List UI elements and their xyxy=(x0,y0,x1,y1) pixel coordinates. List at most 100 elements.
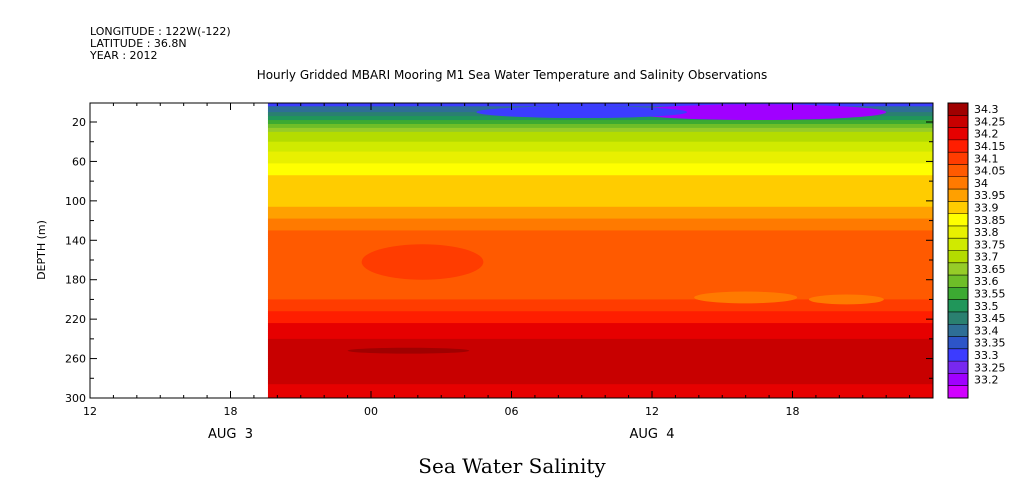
colorbar-swatch xyxy=(948,139,968,153)
x-tick-label: 00 xyxy=(364,405,378,418)
salinity-band xyxy=(267,334,933,338)
chart-title: Hourly Gridded MBARI Mooring M1 Sea Wate… xyxy=(256,68,768,82)
longitude-label: LONGITUDE : 122W(-122) xyxy=(90,25,231,38)
y-tick-label: 220 xyxy=(65,313,86,326)
salinity-band xyxy=(267,332,933,336)
salinity-band xyxy=(267,380,933,383)
salinity-band xyxy=(267,122,933,125)
colorbar-label: 34.15 xyxy=(974,140,1006,153)
salinity-band xyxy=(267,187,933,190)
salinity-band xyxy=(267,321,933,324)
salinity-band xyxy=(267,338,933,342)
salinity-band xyxy=(267,364,933,367)
salinity-band xyxy=(267,275,933,279)
colorbar-swatch xyxy=(948,201,968,214)
salinity-band xyxy=(267,189,933,192)
salinity-band xyxy=(267,356,933,360)
salinity-band xyxy=(267,311,933,314)
salinity-band xyxy=(267,206,933,210)
salinity-feature xyxy=(808,294,884,305)
colorbar-label: 33.75 xyxy=(974,238,1006,251)
salinity-band xyxy=(267,120,933,123)
salinity-band xyxy=(267,123,933,127)
salinity-band xyxy=(267,319,933,322)
colorbar-label: 34 xyxy=(974,177,988,190)
salinity-band xyxy=(267,165,933,168)
colorbar-swatch xyxy=(948,164,968,178)
salinity-band xyxy=(267,297,933,300)
colorbar-swatch xyxy=(948,324,968,337)
colorbar-label: 33.65 xyxy=(974,263,1006,276)
salinity-band xyxy=(267,185,933,188)
salinity-band xyxy=(267,358,933,362)
salinity-band xyxy=(267,350,933,354)
salinity-band xyxy=(267,145,933,149)
salinity-band xyxy=(267,194,933,198)
x-tick-label: 12 xyxy=(645,405,659,418)
colorbar-swatch xyxy=(948,311,968,325)
salinity-band xyxy=(267,103,933,107)
y-tick-label: 180 xyxy=(65,274,86,287)
salinity-band xyxy=(267,238,933,241)
colorbar-swatch xyxy=(948,262,968,276)
salinity-band xyxy=(267,240,933,243)
salinity-band xyxy=(267,289,933,293)
colorbar-swatch xyxy=(948,348,968,362)
salinity-band xyxy=(267,386,933,389)
colorbar-label: 34.05 xyxy=(974,165,1006,178)
x-tick-label: 18 xyxy=(224,405,238,418)
salinity-band xyxy=(267,258,933,261)
salinity-band xyxy=(267,161,933,164)
colorbar-swatch xyxy=(948,189,968,202)
colorbar-label: 33.55 xyxy=(974,288,1006,301)
salinity-band xyxy=(267,317,933,320)
salinity-band xyxy=(267,135,933,139)
salinity-band xyxy=(267,125,933,129)
salinity-band xyxy=(267,218,933,222)
salinity-band xyxy=(267,346,933,350)
salinity-band xyxy=(267,220,933,224)
salinity-band xyxy=(267,287,933,291)
colorbar-swatch xyxy=(948,275,968,288)
colorbar-label: 34.25 xyxy=(974,115,1006,128)
date-label: AUG 4 xyxy=(629,427,674,442)
colorbar-swatch xyxy=(948,336,968,350)
salinity-band xyxy=(267,169,933,172)
salinity-band xyxy=(267,285,933,289)
colorbar-swatch xyxy=(948,287,968,300)
salinity-band xyxy=(267,216,933,220)
salinity-band xyxy=(267,336,933,340)
salinity-band xyxy=(267,196,933,200)
salinity-band xyxy=(267,159,933,162)
salinity-band xyxy=(267,279,933,283)
salinity-band xyxy=(267,151,933,155)
salinity-band xyxy=(267,179,933,182)
salinity-band xyxy=(267,327,933,330)
salinity-band xyxy=(267,153,933,157)
salinity-band xyxy=(267,244,933,247)
date-label: AUG 3 xyxy=(208,427,253,442)
salinity-band xyxy=(267,277,933,281)
salinity-band xyxy=(267,283,933,287)
salinity-band xyxy=(267,224,933,227)
x-tick-label: 06 xyxy=(505,405,519,418)
salinity-band xyxy=(267,250,933,253)
salinity-band xyxy=(267,378,933,381)
salinity-band xyxy=(267,149,933,153)
salinity-band xyxy=(267,226,933,229)
y-axis-label: DEPTH (m) xyxy=(35,220,48,280)
salinity-band xyxy=(267,248,933,251)
salinity-band xyxy=(267,242,933,245)
salinity-band xyxy=(267,261,933,265)
salinity-band xyxy=(267,362,933,365)
salinity-band xyxy=(267,181,933,184)
x-tick-label: 12 xyxy=(83,405,97,418)
salinity-band xyxy=(267,246,933,249)
salinity-band xyxy=(267,344,933,348)
salinity-band xyxy=(267,323,933,326)
colorbar-label: 33.35 xyxy=(974,337,1006,350)
salinity-band xyxy=(267,340,933,344)
salinity-feature xyxy=(347,347,470,354)
colorbar-label: 33.8 xyxy=(974,226,999,239)
salinity-band xyxy=(267,222,933,226)
